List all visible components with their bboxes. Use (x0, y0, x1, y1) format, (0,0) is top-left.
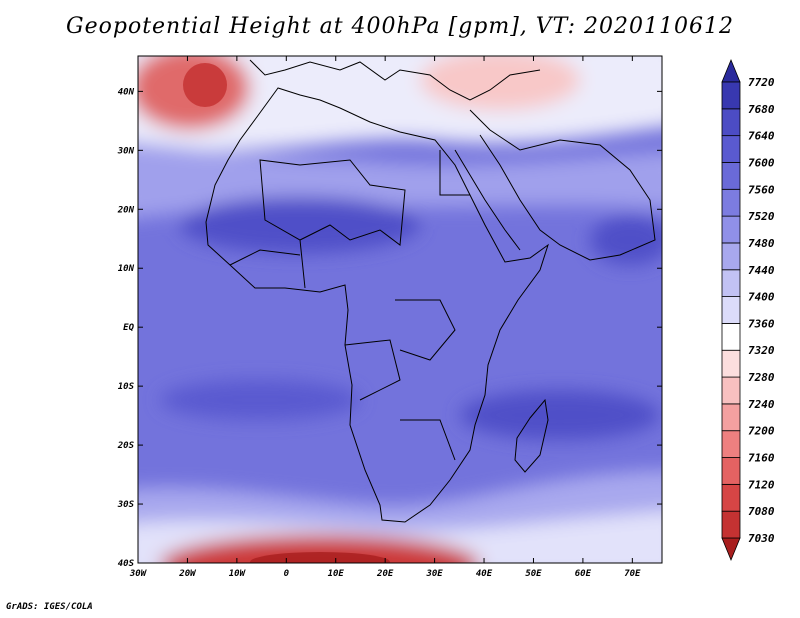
colorbar-label: 7560 (748, 183, 775, 196)
colorbar-box (721, 242, 741, 271)
coastlines (205, 59, 656, 523)
colorbar-label: 7680 (748, 103, 775, 116)
lat-tick-label: 20N (117, 205, 135, 215)
colorbar-box (721, 323, 741, 351)
inland-borders (229, 150, 470, 461)
colorbar-box (721, 296, 741, 324)
map-title: Geopotential Height at 400hPa [gpm], VT:… (66, 14, 734, 39)
field-indian-ocean-core (460, 390, 660, 440)
colorbar-box (721, 269, 741, 297)
colorbar-label: 7160 (748, 452, 775, 465)
europe-coast (249, 59, 541, 101)
lon-tick-label: 10W (229, 569, 247, 579)
field-south-core (250, 552, 390, 563)
colorbar-label: 7400 (748, 291, 775, 304)
colorbar-label: 7080 (748, 505, 775, 518)
height-field (138, 56, 662, 563)
lon-tick-label: 20W (178, 569, 197, 579)
colorbar-box (721, 349, 741, 378)
lat-tick-label: 40S (118, 559, 135, 569)
lon-tick-label: 70E (624, 569, 641, 579)
colorbar-box (721, 430, 741, 458)
colorbar-box (721, 81, 741, 110)
grads-credit: GrADS: IGES/COLA (6, 602, 93, 612)
colorbar-box (721, 135, 741, 163)
colorbar-label: 7640 (748, 130, 775, 143)
colorbar-label: 7480 (748, 237, 775, 250)
colorbar-label: 7240 (748, 398, 775, 411)
latitude-axis: 40N 30N 20N 10N EQ 10S 20S 30S 40S (117, 87, 662, 569)
colorbar-label: 7320 (748, 344, 775, 357)
lon-tick-label: 50E (525, 569, 542, 579)
lon-tick-label: 30W (129, 569, 148, 579)
colorbar-label: 7120 (748, 478, 775, 491)
field-east-med-low (420, 56, 580, 110)
colorbar-box (721, 188, 741, 217)
colorbar-label: 7030 (748, 532, 775, 545)
colorbar-bottom-triangle (721, 537, 741, 562)
field-sahel-core (180, 197, 420, 253)
colorbar-box (721, 162, 741, 190)
colorbar-label: 7720 (748, 76, 775, 89)
lat-tick-label: EQ (123, 323, 134, 333)
red-sea (454, 149, 521, 251)
colorbar-label: 7360 (748, 317, 775, 330)
colorbar-box (721, 510, 741, 539)
arabia-outline (469, 109, 656, 261)
field-atlantic-core (160, 380, 360, 420)
colorbar-label: 7600 (748, 156, 775, 169)
lon-tick-label: 30E (425, 569, 443, 579)
colorbar-label: 7520 (748, 210, 775, 223)
lon-tick-label: 0 (284, 569, 290, 579)
lon-tick-label: 20E (376, 569, 394, 579)
field-south-low (160, 535, 480, 563)
africa-outline (205, 87, 549, 523)
colorbar-label: 7280 (748, 371, 775, 384)
map-frame (137, 55, 663, 564)
field-northwest-core (183, 63, 227, 107)
longitude-axis: 30W 20W 10W 0 10E 20E 30E 40E 50E 60E 70E (129, 56, 641, 579)
colorbar: 7030 7080 7120 7160 7200 7240 7280 7320 7360 7400… (721, 58, 775, 562)
colorbar-box (721, 457, 741, 485)
lat-tick-label: 10N (118, 264, 135, 274)
colorbar-top-triangle (721, 58, 741, 83)
lon-tick-label: 40E (476, 569, 493, 579)
colorbar-label: 7440 (748, 264, 775, 277)
field-arabian-core (590, 215, 662, 265)
madagascar-outline (514, 398, 549, 473)
lat-tick-label: 10S (118, 382, 135, 392)
lon-tick-label: 60E (575, 569, 592, 579)
colorbar-box (721, 376, 741, 405)
colorbar-box (721, 108, 741, 137)
colorbar-label: 7200 (748, 425, 775, 438)
colorbar-box (721, 483, 741, 512)
lon-tick-label: 10E (328, 569, 345, 579)
colorbar-box (721, 403, 741, 432)
lat-tick-label: 30N (117, 146, 135, 156)
colorbar-box (721, 215, 741, 244)
lat-tick-label: 20S (117, 441, 135, 451)
lat-tick-label: 30S (117, 500, 135, 510)
lat-tick-label: 40N (118, 87, 135, 97)
